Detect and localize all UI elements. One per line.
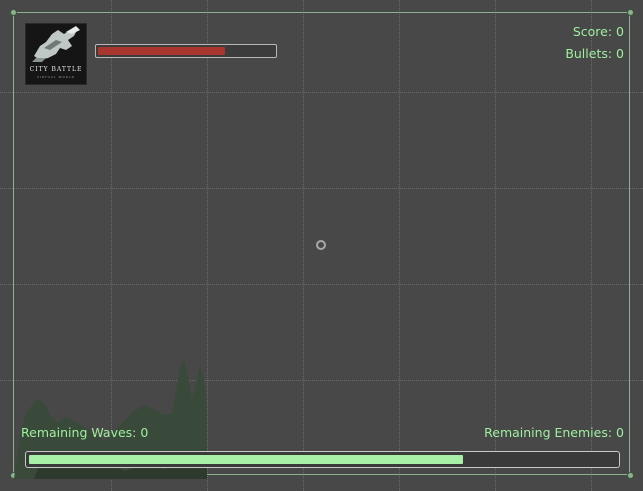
corner-handle[interactable]: [627, 9, 634, 16]
corner-handle[interactable]: [627, 472, 634, 479]
health-bar-fill: [98, 47, 225, 55]
remaining-waves-label: Remaining Waves: 0: [21, 425, 149, 440]
wave-progress-bar: [25, 451, 620, 468]
wave-progress-fill: [29, 455, 464, 464]
grid-line: [303, 0, 304, 491]
game-logo: CITY BATTLE VIRTUAL WORLD: [25, 23, 87, 85]
crosshair-icon: [316, 240, 326, 250]
grid-line: [0, 188, 643, 189]
health-bar: [95, 44, 277, 58]
score-label: Score: 0: [572, 24, 624, 39]
grid-line: [495, 0, 496, 491]
grid-line: [111, 0, 112, 491]
selection-frame: [13, 12, 630, 475]
corner-handle[interactable]: [10, 9, 17, 16]
grid-line: [0, 92, 643, 93]
dragon-emblem-icon: [32, 26, 80, 62]
grid-line: [207, 0, 208, 491]
grid-line: [0, 380, 643, 381]
grid-line: [399, 0, 400, 491]
grid-line: [591, 0, 592, 491]
grid-line: [0, 284, 643, 285]
logo-title: CITY BATTLE: [29, 66, 83, 73]
logo-subtitle: VIRTUAL WORLD: [37, 75, 75, 79]
city-silhouette: [14, 359, 207, 479]
bullets-label: Bullets: 0: [565, 46, 624, 61]
remaining-enemies-label: Remaining Enemies: 0: [484, 425, 624, 440]
